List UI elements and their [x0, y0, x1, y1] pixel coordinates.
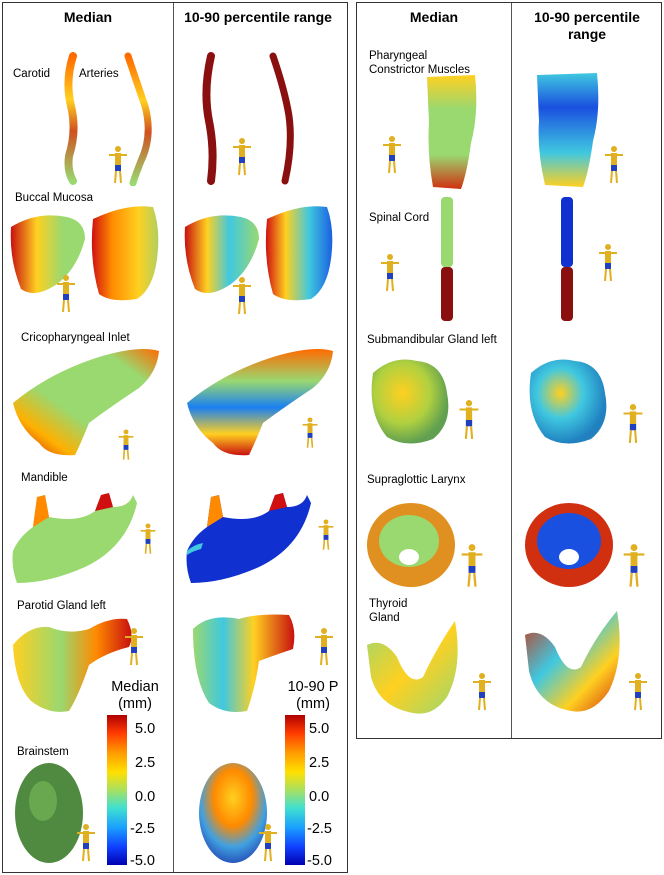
- label-submandibular-gland-left: Submandibular Gland left: [367, 334, 497, 346]
- orientation-figure-icon: [381, 254, 399, 292]
- colorbar-median-tick: 0.0: [135, 789, 156, 805]
- thyroid-gland-range-render: [525, 611, 620, 712]
- right-range-header: 10-90 percentile range: [534, 9, 640, 42]
- right-median-header: Median: [409, 9, 459, 25]
- label-buccal-mucosa: Buccal Mucosa: [15, 192, 93, 204]
- orientation-figure-icon: [57, 275, 75, 313]
- label-cricopharyngeal-inlet: Cricopharyngeal Inlet: [21, 332, 130, 344]
- colorbar-median-title: Median (mm): [111, 679, 159, 712]
- submandibular-gland-median-render: [371, 359, 449, 444]
- orientation-figure-icon: [140, 523, 156, 554]
- label-thyroid-gland: Thyroid Gland: [369, 598, 408, 624]
- orientation-figure-icon: [623, 404, 643, 443]
- orientation-figure-icon: [599, 244, 617, 282]
- cricopharyngeal-inlet-range-render: [187, 349, 333, 456]
- supraglottic-larynx-median-render: [367, 503, 455, 587]
- pharyngeal-constrictor-range-render: [537, 73, 599, 187]
- spinal-cord-median-render: [441, 197, 453, 321]
- orientation-figure-icon: [605, 146, 623, 184]
- orientation-figure-icon: [383, 136, 401, 174]
- orientation-figure-icon: [318, 519, 334, 550]
- right-column-divider: [511, 3, 512, 738]
- colorbar-range-tick: -2.5: [307, 821, 332, 837]
- label-pharyngeal-constrictor-muscles: Pharyngeal Constrictor Muscles: [369, 50, 470, 76]
- colorbar-range-tick: -5.0: [307, 853, 332, 869]
- mandible-range-render: [186, 493, 311, 583]
- parotid-gland-range-render: [193, 614, 295, 712]
- colorbar-range-tick: 2.5: [309, 755, 330, 771]
- colorbar-range-tick: 5.0: [309, 721, 330, 737]
- label-supraglottic-larynx: Supraglottic Larynx: [367, 474, 466, 486]
- orientation-figure-icon: [459, 400, 479, 439]
- left-median-header: Median: [63, 9, 113, 25]
- right-figure-panel: Median 10-90 percentile range Pharyngeal…: [356, 2, 662, 739]
- orientation-figure-icon: [629, 673, 647, 711]
- left-column-divider: [173, 3, 174, 872]
- colorbar-median-tick: 5.0: [135, 721, 156, 737]
- orientation-figure-icon: [315, 628, 333, 666]
- buccal-mucosa-median-render: [10, 206, 159, 301]
- label-carotid: Carotid: [13, 68, 51, 80]
- colorbar-median-tick: -5.0: [130, 853, 155, 869]
- orientation-figure-icon: [302, 417, 318, 448]
- colorbar-range-gradient: [285, 715, 305, 865]
- orientation-figure-icon: [125, 628, 143, 666]
- colorbar-median-tick: 2.5: [135, 755, 156, 771]
- label-parotid-gland-left: Parotid Gland left: [17, 600, 106, 612]
- thyroid-gland-median-render: [367, 621, 458, 714]
- mandible-median-render: [12, 493, 137, 583]
- orientation-figure-icon: [233, 277, 251, 315]
- colorbar-range-title: 10-90 P (mm): [287, 679, 339, 712]
- orientation-figure-icon: [233, 138, 251, 176]
- brainstem-range-render: [199, 763, 267, 863]
- submandibular-gland-range-render: [529, 359, 607, 444]
- orientation-figure-icon: [118, 429, 134, 460]
- orientation-figure-icon: [623, 544, 645, 587]
- label-brainstem: Brainstem: [17, 746, 69, 758]
- label-mandible: Mandible: [21, 472, 68, 484]
- label-spinal-cord: Spinal Cord: [369, 212, 430, 224]
- cricopharyngeal-inlet-median-render: [13, 349, 159, 456]
- colorbar-median-gradient: [107, 715, 127, 865]
- label-arteries: Arteries: [79, 68, 119, 80]
- spinal-cord-range-render: [561, 197, 573, 321]
- left-range-header: 10-90 percentile range: [184, 9, 332, 25]
- orientation-figure-icon: [461, 544, 483, 587]
- colorbar-range-tick: 0.0: [309, 789, 330, 805]
- supraglottic-larynx-range-render: [525, 503, 613, 587]
- parotid-gland-median-render: [13, 618, 132, 712]
- orientation-figure-icon: [109, 146, 127, 184]
- colorbar-median-tick: -2.5: [130, 821, 155, 837]
- orientation-figure-icon: [77, 824, 95, 862]
- orientation-figure-icon: [473, 673, 491, 711]
- brainstem-median-render: [15, 763, 83, 863]
- carotid-median-render: [64, 52, 152, 186]
- buccal-mucosa-range-render: [184, 206, 333, 301]
- left-figure-panel: Median 10-90 percentile range Carotid Ar…: [2, 2, 348, 873]
- orientation-figure-icon: [259, 824, 277, 862]
- pharyngeal-constrictor-median-render: [427, 75, 477, 189]
- carotid-range-render: [202, 52, 294, 185]
